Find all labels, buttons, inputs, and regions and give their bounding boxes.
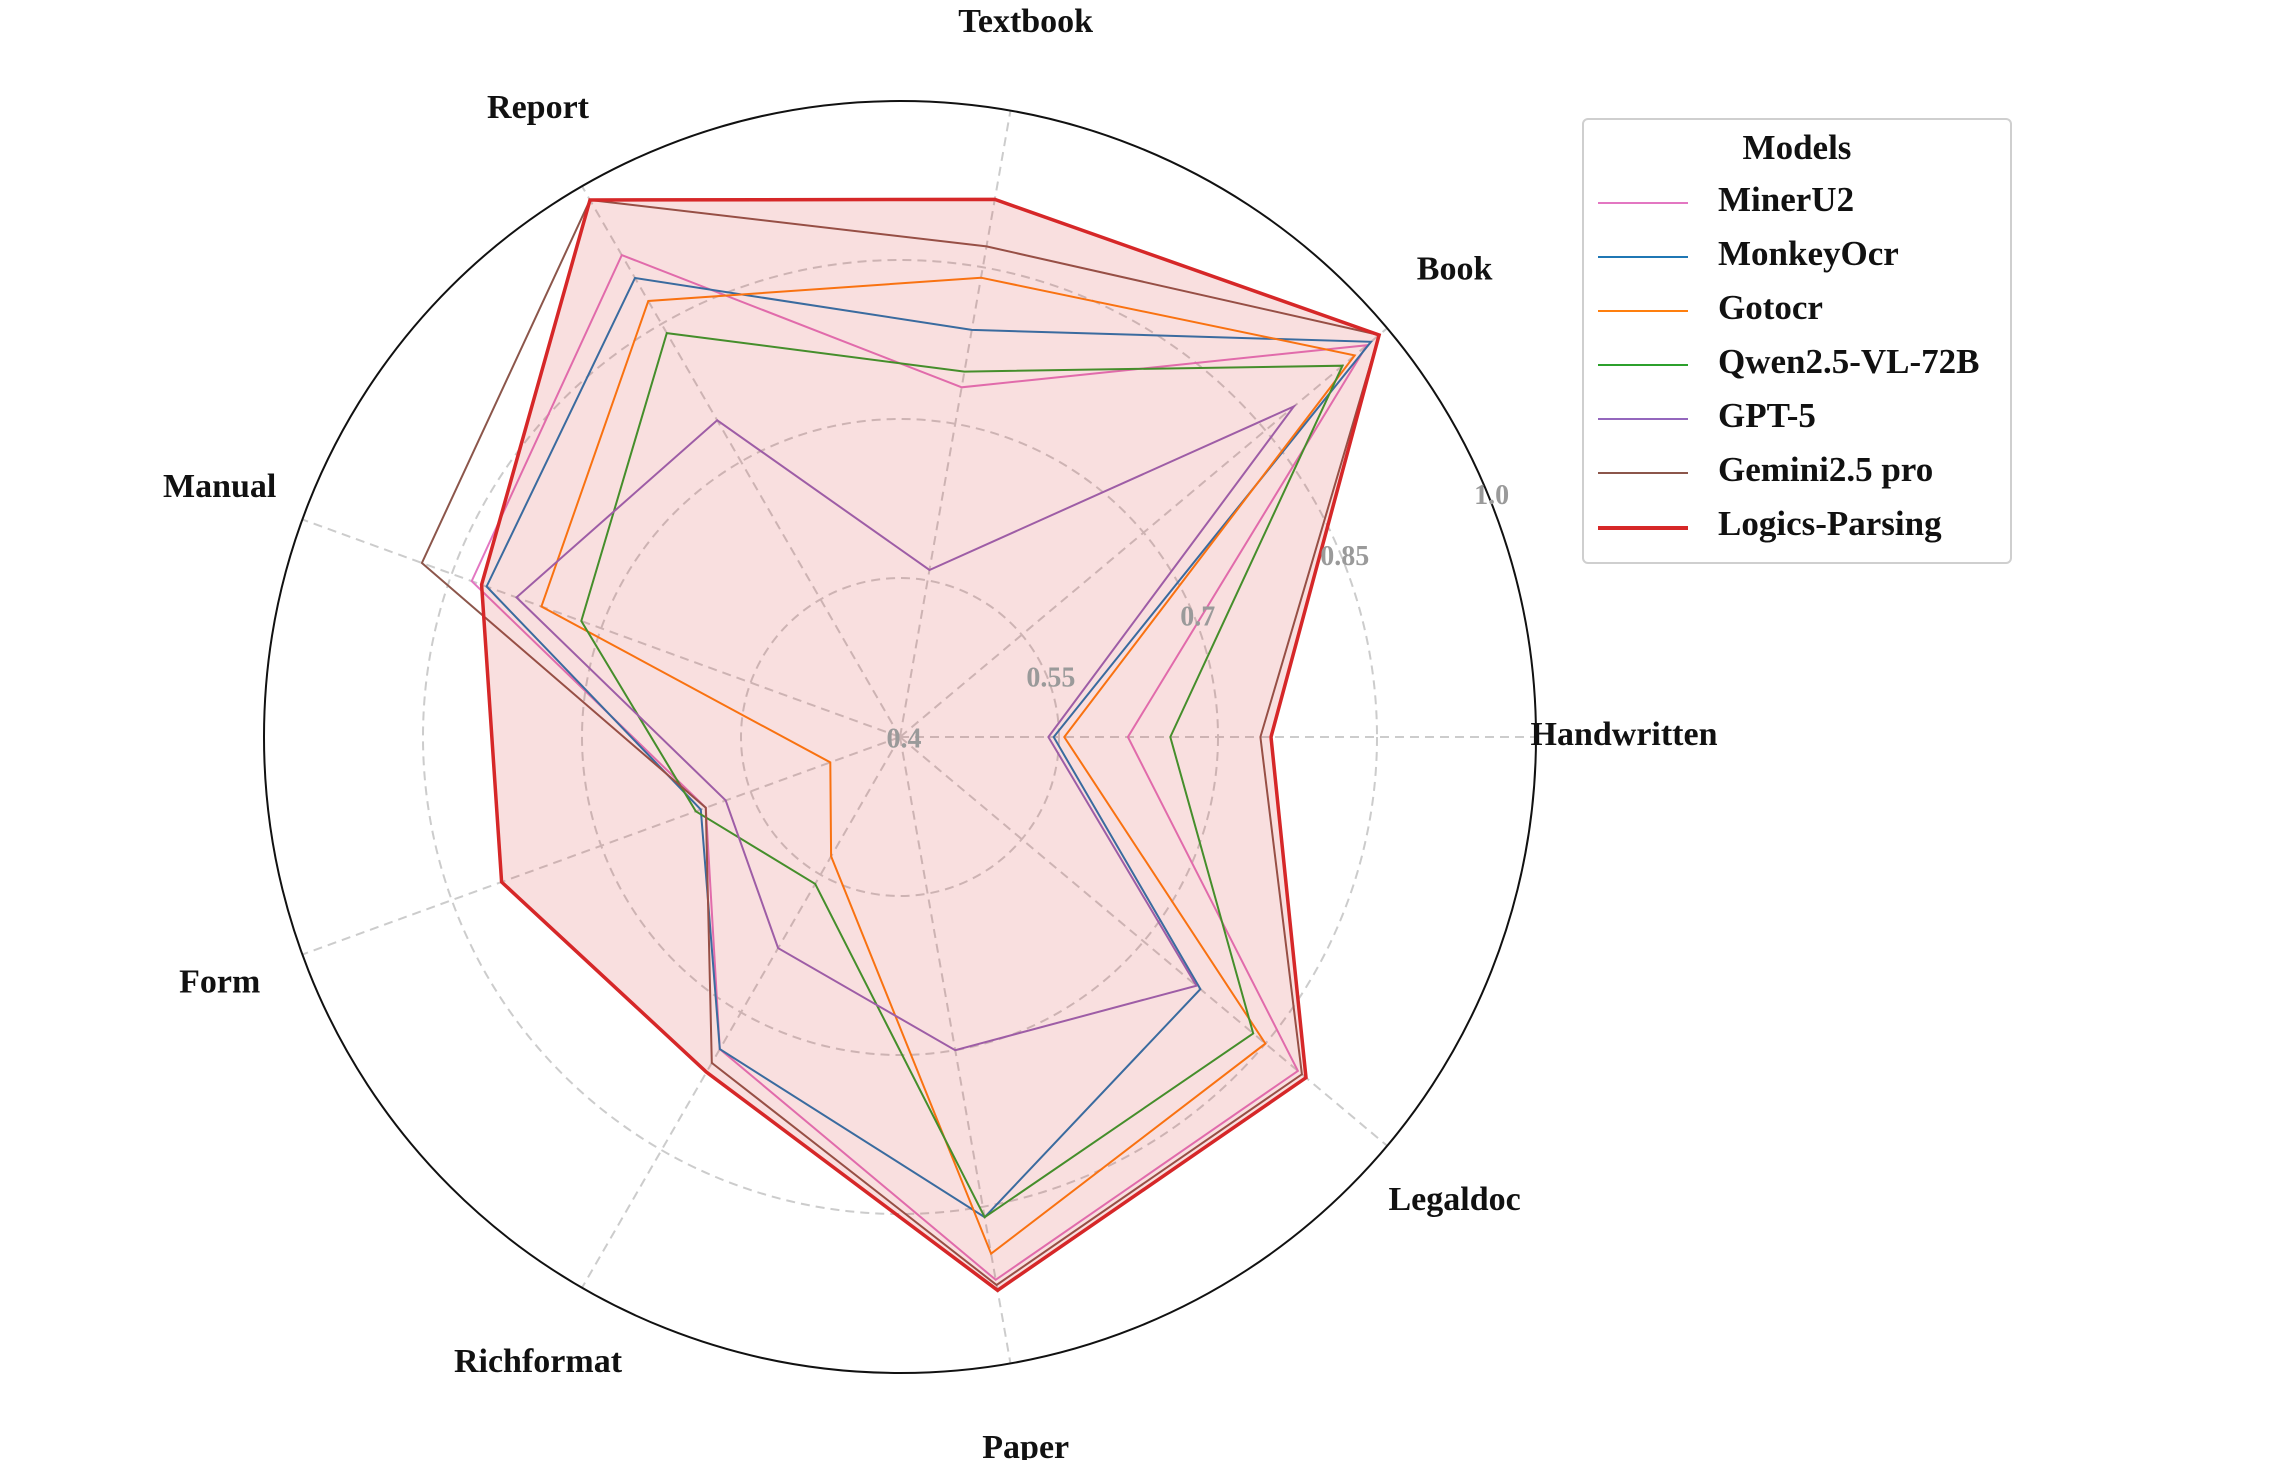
series-gemini2-5-pro — [420, 198, 1381, 1287]
axis-labels: Handwritten Book Textbook Report Manual Form R… — [163, 3, 1718, 1460]
series-gotocr — [540, 276, 1357, 1256]
axis-label-form: Form — [179, 963, 260, 1000]
radial-tick-label-1: 0.55 — [1026, 663, 1075, 694]
legend-label: Logics-Parsing — [1718, 504, 1942, 543]
radial-tick-label-4: 1.0 — [1474, 480, 1509, 511]
grid — [263, 100, 1537, 1374]
series-gpt-5 — [515, 404, 1297, 1052]
radial-tick-label-0: 0.4 — [887, 723, 922, 754]
radial-tick-label-2: 0.7 — [1180, 602, 1215, 633]
legend-label: Gotocr — [1718, 288, 1823, 327]
axis-label-legaldoc: Legaldoc — [1388, 1181, 1520, 1218]
legend-swatch — [1598, 310, 1688, 312]
legend-swatch — [1598, 364, 1688, 366]
series-line-gpt-5 — [515, 404, 1297, 1052]
grid-ring-3 — [422, 259, 1378, 1215]
legend-label: GPT-5 — [1718, 396, 1816, 435]
spoke-textbook — [899, 110, 1012, 738]
legend-label: Qwen2.5-VL-72B — [1718, 342, 1980, 381]
series-monkeyocr — [485, 276, 1374, 1219]
series-line-gotocr — [540, 276, 1357, 1256]
axis-label-report: Report — [487, 89, 590, 126]
series-line-logics-parsing — [479, 197, 1382, 1293]
legend-item-gotocr: Gotocr — [1598, 284, 2008, 338]
legend-swatch — [1598, 472, 1688, 474]
legend-item-gpt-5: GPT-5 — [1598, 392, 2008, 446]
legend-label: Gemini2.5 pro — [1718, 450, 1934, 489]
axis-label-paper: Paper — [982, 1429, 1069, 1460]
legend-swatch — [1598, 526, 1688, 530]
legend-label: MinerU2 — [1718, 180, 1855, 219]
legend-title: Models — [1742, 128, 1852, 167]
legend-swatch — [1598, 418, 1688, 420]
axis-label-book: Book — [1417, 250, 1493, 287]
series-layer — [420, 197, 1382, 1293]
legend-item-mineru2: MinerU2 — [1598, 176, 2008, 230]
series-line-monkeyocr — [485, 276, 1374, 1219]
axis-label-richformat: Richformat — [454, 1343, 623, 1380]
axis-label-handwritten: Handwritten — [1531, 716, 1718, 753]
spoke-form — [302, 736, 901, 956]
series-line-gemini2-5-pro — [420, 198, 1381, 1287]
radial-tick-labels: 0.4 0.55 0.7 0.85 1.0 — [887, 480, 1510, 754]
legend: Models MinerU2 MonkeyOcr Gotocr Qwen2.5-VL-… — [1582, 118, 2012, 564]
legend-swatch — [1598, 202, 1688, 204]
axis-label-textbook: Textbook — [958, 3, 1093, 40]
legend-item-qwen2-5-vl-72b: Qwen2.5-VL-72B — [1598, 338, 2008, 392]
axis-label-manual: Manual — [163, 468, 276, 505]
series-fill-logics-parsing — [481, 199, 1380, 1291]
series-mineru2 — [470, 253, 1369, 1282]
radial-tick-label-3: 0.85 — [1320, 541, 1369, 572]
spoke-book — [899, 327, 1388, 738]
legend-item-monkeyocr: MonkeyOcr — [1598, 230, 2008, 284]
series-line-mineru2 — [470, 253, 1369, 1282]
legend-item-gemini2-5-pro: Gemini2.5 pro — [1598, 446, 2008, 500]
series-logics-parsing — [479, 197, 1382, 1293]
spoke-manual — [302, 518, 901, 738]
legend-label: MonkeyOcr — [1718, 234, 1899, 273]
legend-swatch — [1598, 256, 1688, 258]
legend-item-logics-parsing: Logics-Parsing — [1598, 500, 2008, 554]
spoke-richformat — [581, 736, 901, 1289]
outer-ring — [263, 100, 1537, 1374]
